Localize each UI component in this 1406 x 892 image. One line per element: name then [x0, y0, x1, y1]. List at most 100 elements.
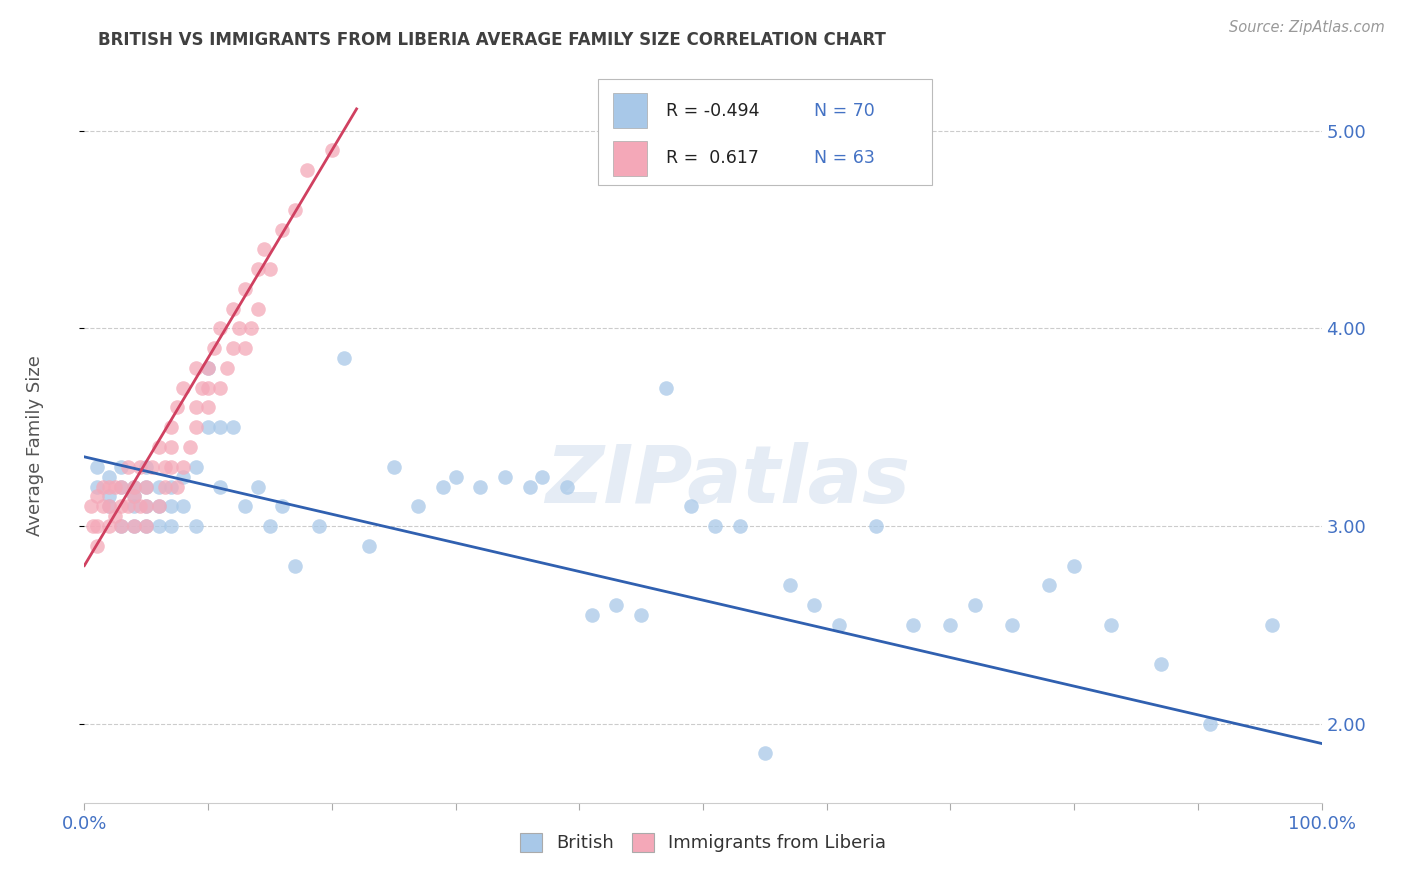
- Point: [135, 519, 157, 533]
- Point: [86, 459, 108, 474]
- Point: [209, 420, 232, 434]
- Point: [98, 500, 121, 514]
- Point: [148, 500, 170, 514]
- Point: [531, 469, 554, 483]
- Point: [259, 262, 281, 277]
- Point: [828, 618, 851, 632]
- Point: [1038, 578, 1060, 592]
- Point: [1199, 716, 1222, 731]
- Point: [197, 381, 219, 395]
- Point: [284, 558, 307, 573]
- Point: [1150, 657, 1173, 672]
- Point: [233, 341, 256, 355]
- Point: [233, 282, 256, 296]
- Point: [153, 459, 176, 474]
- Point: [98, 489, 121, 503]
- FancyBboxPatch shape: [613, 141, 647, 176]
- Point: [253, 242, 276, 256]
- Point: [110, 479, 132, 493]
- Point: [179, 440, 201, 454]
- Text: ZIPatlas: ZIPatlas: [546, 442, 910, 520]
- Text: BRITISH VS IMMIGRANTS FROM LIBERIA AVERAGE FAMILY SIZE CORRELATION CHART: BRITISH VS IMMIGRANTS FROM LIBERIA AVERA…: [98, 31, 886, 49]
- Point: [135, 500, 157, 514]
- Point: [1261, 618, 1284, 632]
- Text: R = -0.494: R = -0.494: [666, 102, 759, 120]
- Point: [271, 222, 294, 236]
- Point: [939, 618, 962, 632]
- Point: [160, 479, 183, 493]
- Point: [581, 607, 603, 622]
- Point: [197, 360, 219, 375]
- Legend: British, Immigrants from Liberia: British, Immigrants from Liberia: [513, 826, 893, 860]
- Point: [209, 321, 232, 335]
- Point: [91, 479, 114, 493]
- Point: [79, 500, 101, 514]
- Point: [284, 202, 307, 217]
- Point: [209, 381, 232, 395]
- Point: [122, 479, 145, 493]
- Point: [91, 500, 114, 514]
- Point: [679, 500, 702, 514]
- Point: [98, 519, 121, 533]
- Point: [246, 301, 269, 316]
- Point: [122, 519, 145, 533]
- Point: [655, 381, 678, 395]
- Point: [122, 500, 145, 514]
- Point: [86, 489, 108, 503]
- Point: [148, 479, 170, 493]
- Point: [172, 500, 194, 514]
- Point: [605, 598, 627, 612]
- Point: [135, 459, 157, 474]
- Point: [148, 440, 170, 454]
- Point: [754, 747, 776, 761]
- Point: [222, 341, 245, 355]
- Point: [470, 479, 492, 493]
- Point: [357, 539, 380, 553]
- Text: N = 63: N = 63: [814, 149, 875, 168]
- Point: [184, 519, 207, 533]
- Point: [246, 479, 269, 493]
- Point: [209, 479, 232, 493]
- Point: [129, 500, 152, 514]
- Point: [271, 500, 294, 514]
- Point: [432, 479, 454, 493]
- Point: [333, 351, 356, 365]
- Point: [166, 401, 188, 415]
- Point: [110, 500, 132, 514]
- Point: [122, 489, 145, 503]
- Point: [184, 360, 207, 375]
- Point: [160, 519, 183, 533]
- Point: [129, 459, 152, 474]
- Text: Average Family Size: Average Family Size: [27, 356, 44, 536]
- Point: [110, 459, 132, 474]
- Point: [1063, 558, 1085, 573]
- Point: [82, 519, 104, 533]
- Point: [240, 321, 263, 335]
- Point: [779, 578, 801, 592]
- Point: [202, 341, 225, 355]
- Point: [519, 479, 541, 493]
- Point: [160, 500, 183, 514]
- Point: [117, 459, 139, 474]
- Point: [172, 459, 194, 474]
- Point: [98, 469, 121, 483]
- Point: [141, 459, 163, 474]
- Point: [122, 489, 145, 503]
- Point: [166, 479, 188, 493]
- Point: [122, 519, 145, 533]
- Point: [86, 539, 108, 553]
- Point: [308, 519, 330, 533]
- Text: N = 70: N = 70: [814, 102, 875, 120]
- Point: [630, 607, 652, 622]
- Point: [408, 500, 430, 514]
- Point: [104, 509, 127, 524]
- Point: [184, 459, 207, 474]
- Point: [965, 598, 987, 612]
- Point: [135, 519, 157, 533]
- Point: [197, 420, 219, 434]
- Point: [104, 479, 127, 493]
- Point: [153, 479, 176, 493]
- Point: [148, 500, 170, 514]
- Point: [184, 401, 207, 415]
- Point: [728, 519, 751, 533]
